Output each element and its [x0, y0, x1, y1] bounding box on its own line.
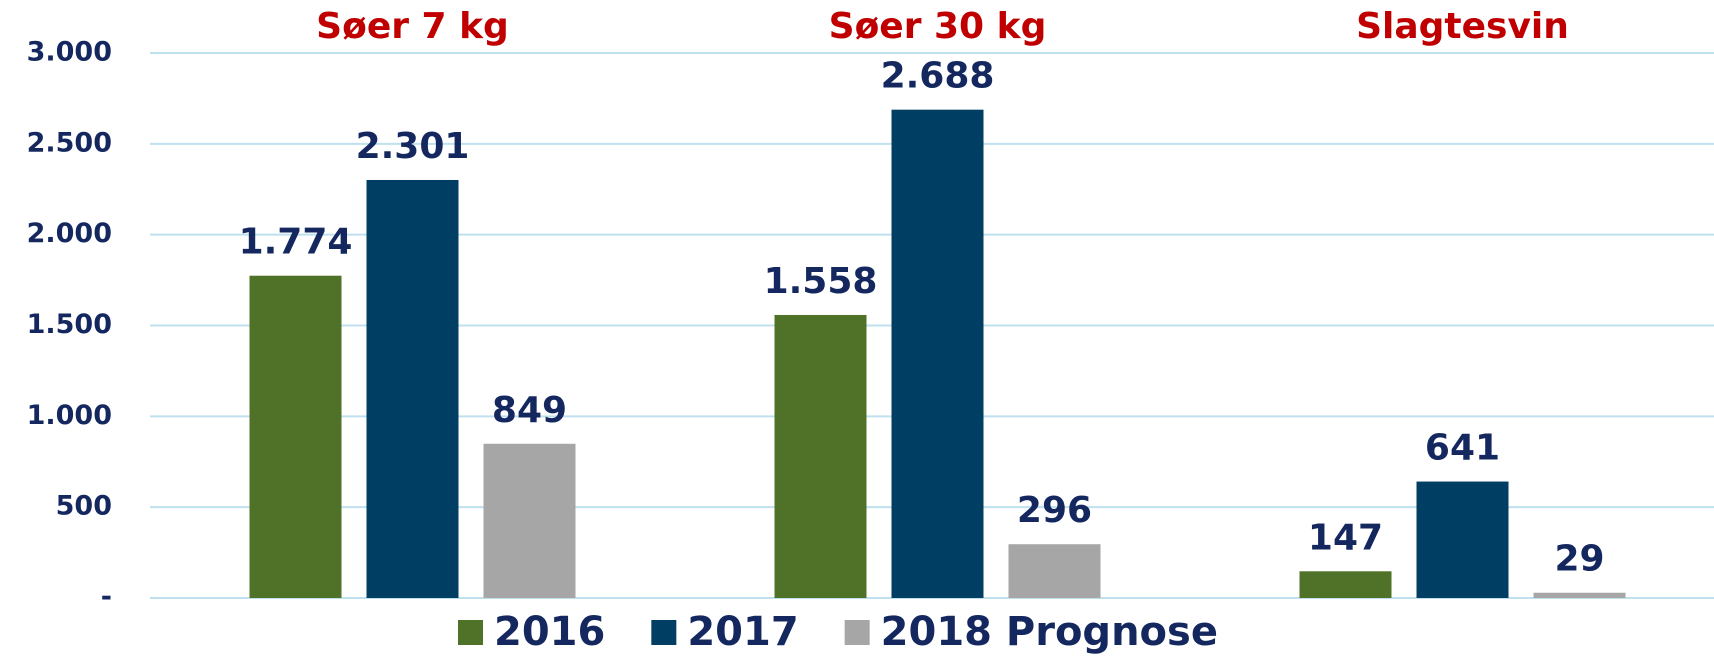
category-label: Søer 7 kg: [316, 6, 509, 47]
legend-swatch: [844, 620, 870, 645]
bar: [891, 109, 984, 599]
value-label: 1.774: [239, 222, 353, 263]
y-tick-label: 3.000: [27, 37, 112, 68]
bar: [1008, 544, 1101, 598]
bar: [483, 443, 576, 598]
bar: [774, 314, 867, 598]
y-tick-label: -: [101, 582, 112, 613]
bar: [1416, 481, 1509, 598]
bar: [1533, 592, 1626, 598]
bar: [249, 275, 342, 598]
category-label: Slagtesvin: [1356, 6, 1569, 47]
y-tick-label: 500: [56, 491, 112, 522]
y-tick-label: 1.000: [27, 400, 112, 431]
legend-label: 2017: [687, 609, 798, 655]
legend-label: 2018 Prognose: [881, 609, 1218, 655]
category-label: Søer 30 kg: [829, 6, 1047, 47]
y-tick-label: 1.500: [27, 309, 112, 340]
legend-label: 2016: [494, 609, 605, 655]
value-label: 296: [1017, 490, 1092, 531]
y-tick-label: 2.000: [27, 218, 112, 249]
value-label: 849: [492, 390, 567, 431]
y-tick-label: 2.500: [27, 127, 112, 158]
bar: [366, 179, 459, 599]
value-label: 1.558: [764, 261, 878, 302]
value-label: 641: [1425, 428, 1500, 469]
value-label: 2.301: [356, 126, 470, 167]
legend-swatch: [458, 620, 483, 645]
value-label: 2.688: [881, 56, 995, 97]
legend-swatch: [651, 620, 677, 645]
value-label: 29: [1554, 539, 1604, 580]
bar: [1299, 571, 1392, 598]
value-label: 147: [1308, 517, 1383, 558]
